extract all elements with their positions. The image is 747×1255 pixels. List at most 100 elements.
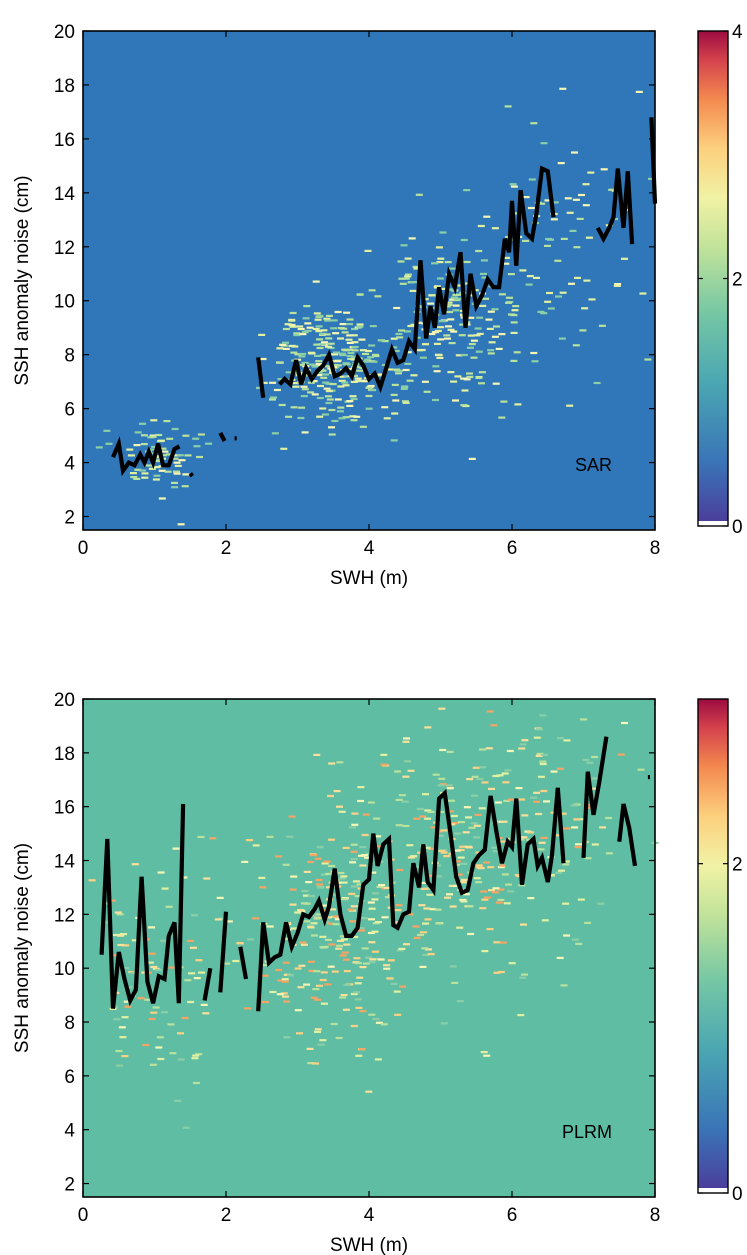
heatmap-cell: [472, 766, 480, 769]
heatmap-cell: [306, 326, 314, 329]
heatmap-cell: [159, 447, 167, 450]
heatmap-cell: [644, 358, 652, 361]
heatmap-cell: [361, 833, 369, 837]
heatmap-cell: [450, 380, 458, 383]
heatmap-cell: [316, 415, 324, 418]
heatmap-cell: [402, 277, 410, 280]
heatmap-cell: [495, 347, 503, 350]
heatmap-cell: [500, 400, 508, 403]
heatmap-cell: [300, 943, 308, 946]
heatmap-cell: [479, 748, 486, 751]
heatmap-cell: [141, 476, 149, 479]
heatmap-cell: [584, 857, 592, 860]
heatmap-cell: [346, 400, 354, 403]
heatmap-cell: [494, 801, 502, 804]
heatmap-cell: [481, 781, 489, 784]
heatmap-cell: [113, 1018, 121, 1021]
heatmap-cell: [114, 911, 122, 914]
heatmap-cell: [356, 325, 364, 328]
heatmap-cell: [480, 272, 487, 275]
heatmap-cell: [354, 982, 362, 985]
heatmap-cell: [329, 383, 337, 386]
heatmap-cell: [410, 374, 418, 377]
heatmap-cell: [353, 957, 361, 960]
heatmap-cell: [316, 346, 324, 350]
heatmap-cell: [302, 894, 310, 897]
heatmap-cell: [354, 895, 362, 898]
heatmap-cell: [359, 425, 367, 428]
heatmap-cell: [350, 419, 358, 422]
median-line-segment: [218, 911, 229, 993]
heatmap-cell: [163, 420, 171, 423]
heatmap-cell: [581, 307, 589, 310]
heatmap-cell: [365, 386, 373, 389]
heatmap-cell: [275, 968, 283, 972]
heatmap-cell: [400, 244, 408, 247]
heatmap-cell: [338, 379, 346, 382]
heatmap-cell: [353, 991, 360, 994]
heatmap-cell: [349, 415, 357, 418]
heatmap-cell: [324, 395, 332, 398]
heatmap-cell: [449, 905, 457, 908]
heatmap-cell: [390, 982, 398, 985]
heatmap-cell: [286, 835, 294, 838]
heatmap-cell: [588, 787, 596, 790]
heatmap-cell: [364, 358, 372, 361]
heatmap-cell: [244, 1007, 252, 1010]
heatmap-cell: [339, 354, 347, 357]
heatmap-cell: [423, 390, 431, 393]
heatmap-cell: [350, 397, 358, 401]
panel-label: SAR: [575, 455, 612, 475]
heatmap-cell: [326, 398, 334, 401]
heatmap-cell: [320, 329, 328, 332]
heatmap-cell: [435, 246, 443, 249]
heatmap-cell: [588, 298, 596, 301]
heatmap-cell: [431, 262, 439, 265]
heatmap-cell: [275, 855, 283, 858]
heatmap-cell: [325, 365, 333, 368]
heatmap-cell: [331, 364, 339, 367]
heatmap-cell: [544, 300, 552, 303]
heatmap-cell: [498, 293, 506, 296]
heatmap-cell: [445, 784, 453, 787]
heatmap-cell: [216, 896, 224, 899]
heatmap-cell: [367, 356, 375, 359]
heatmap-cell: [315, 878, 323, 882]
heatmap-cell: [314, 354, 321, 357]
heatmap-cell: [404, 330, 411, 333]
heatmap-cell: [358, 1048, 366, 1051]
heatmap-cell: [605, 852, 613, 855]
heatmap-cell: [155, 968, 163, 971]
heatmap-cell: [193, 977, 201, 980]
heatmap-cell: [406, 913, 414, 916]
heatmap-cell: [342, 384, 350, 387]
heatmap-cell: [289, 903, 297, 906]
heatmap-cell: [303, 983, 310, 986]
heatmap-cell: [339, 954, 347, 957]
heatmap-cell: [342, 416, 350, 419]
heatmap-cell: [456, 1000, 464, 1003]
heatmap-cell: [343, 943, 351, 946]
heatmap-cell: [417, 933, 425, 937]
heatmap-cell: [319, 1039, 327, 1042]
heatmap-cell: [365, 407, 373, 410]
heatmap-cell: [586, 761, 594, 764]
heatmap-cell: [614, 283, 622, 286]
heatmap-cell: [156, 1036, 164, 1039]
heatmap-cell: [404, 257, 412, 260]
heatmap-cell: [109, 899, 116, 902]
heatmap-cell: [144, 998, 152, 1001]
heatmap-cell: [337, 337, 344, 340]
heatmap-cell: [457, 856, 465, 859]
heatmap-cell: [648, 177, 655, 180]
heatmap-cell: [509, 183, 517, 186]
heatmap-cell: [443, 855, 451, 858]
heatmap-cell: [384, 896, 392, 899]
y-axis-label: SSH anomaly noise (cm): [12, 843, 33, 1053]
heatmap-cell: [314, 998, 322, 1001]
heatmap-cell: [439, 231, 447, 234]
heatmap-cell: [279, 343, 287, 346]
heatmap-cell: [367, 931, 375, 935]
heatmap-cell: [409, 281, 417, 284]
